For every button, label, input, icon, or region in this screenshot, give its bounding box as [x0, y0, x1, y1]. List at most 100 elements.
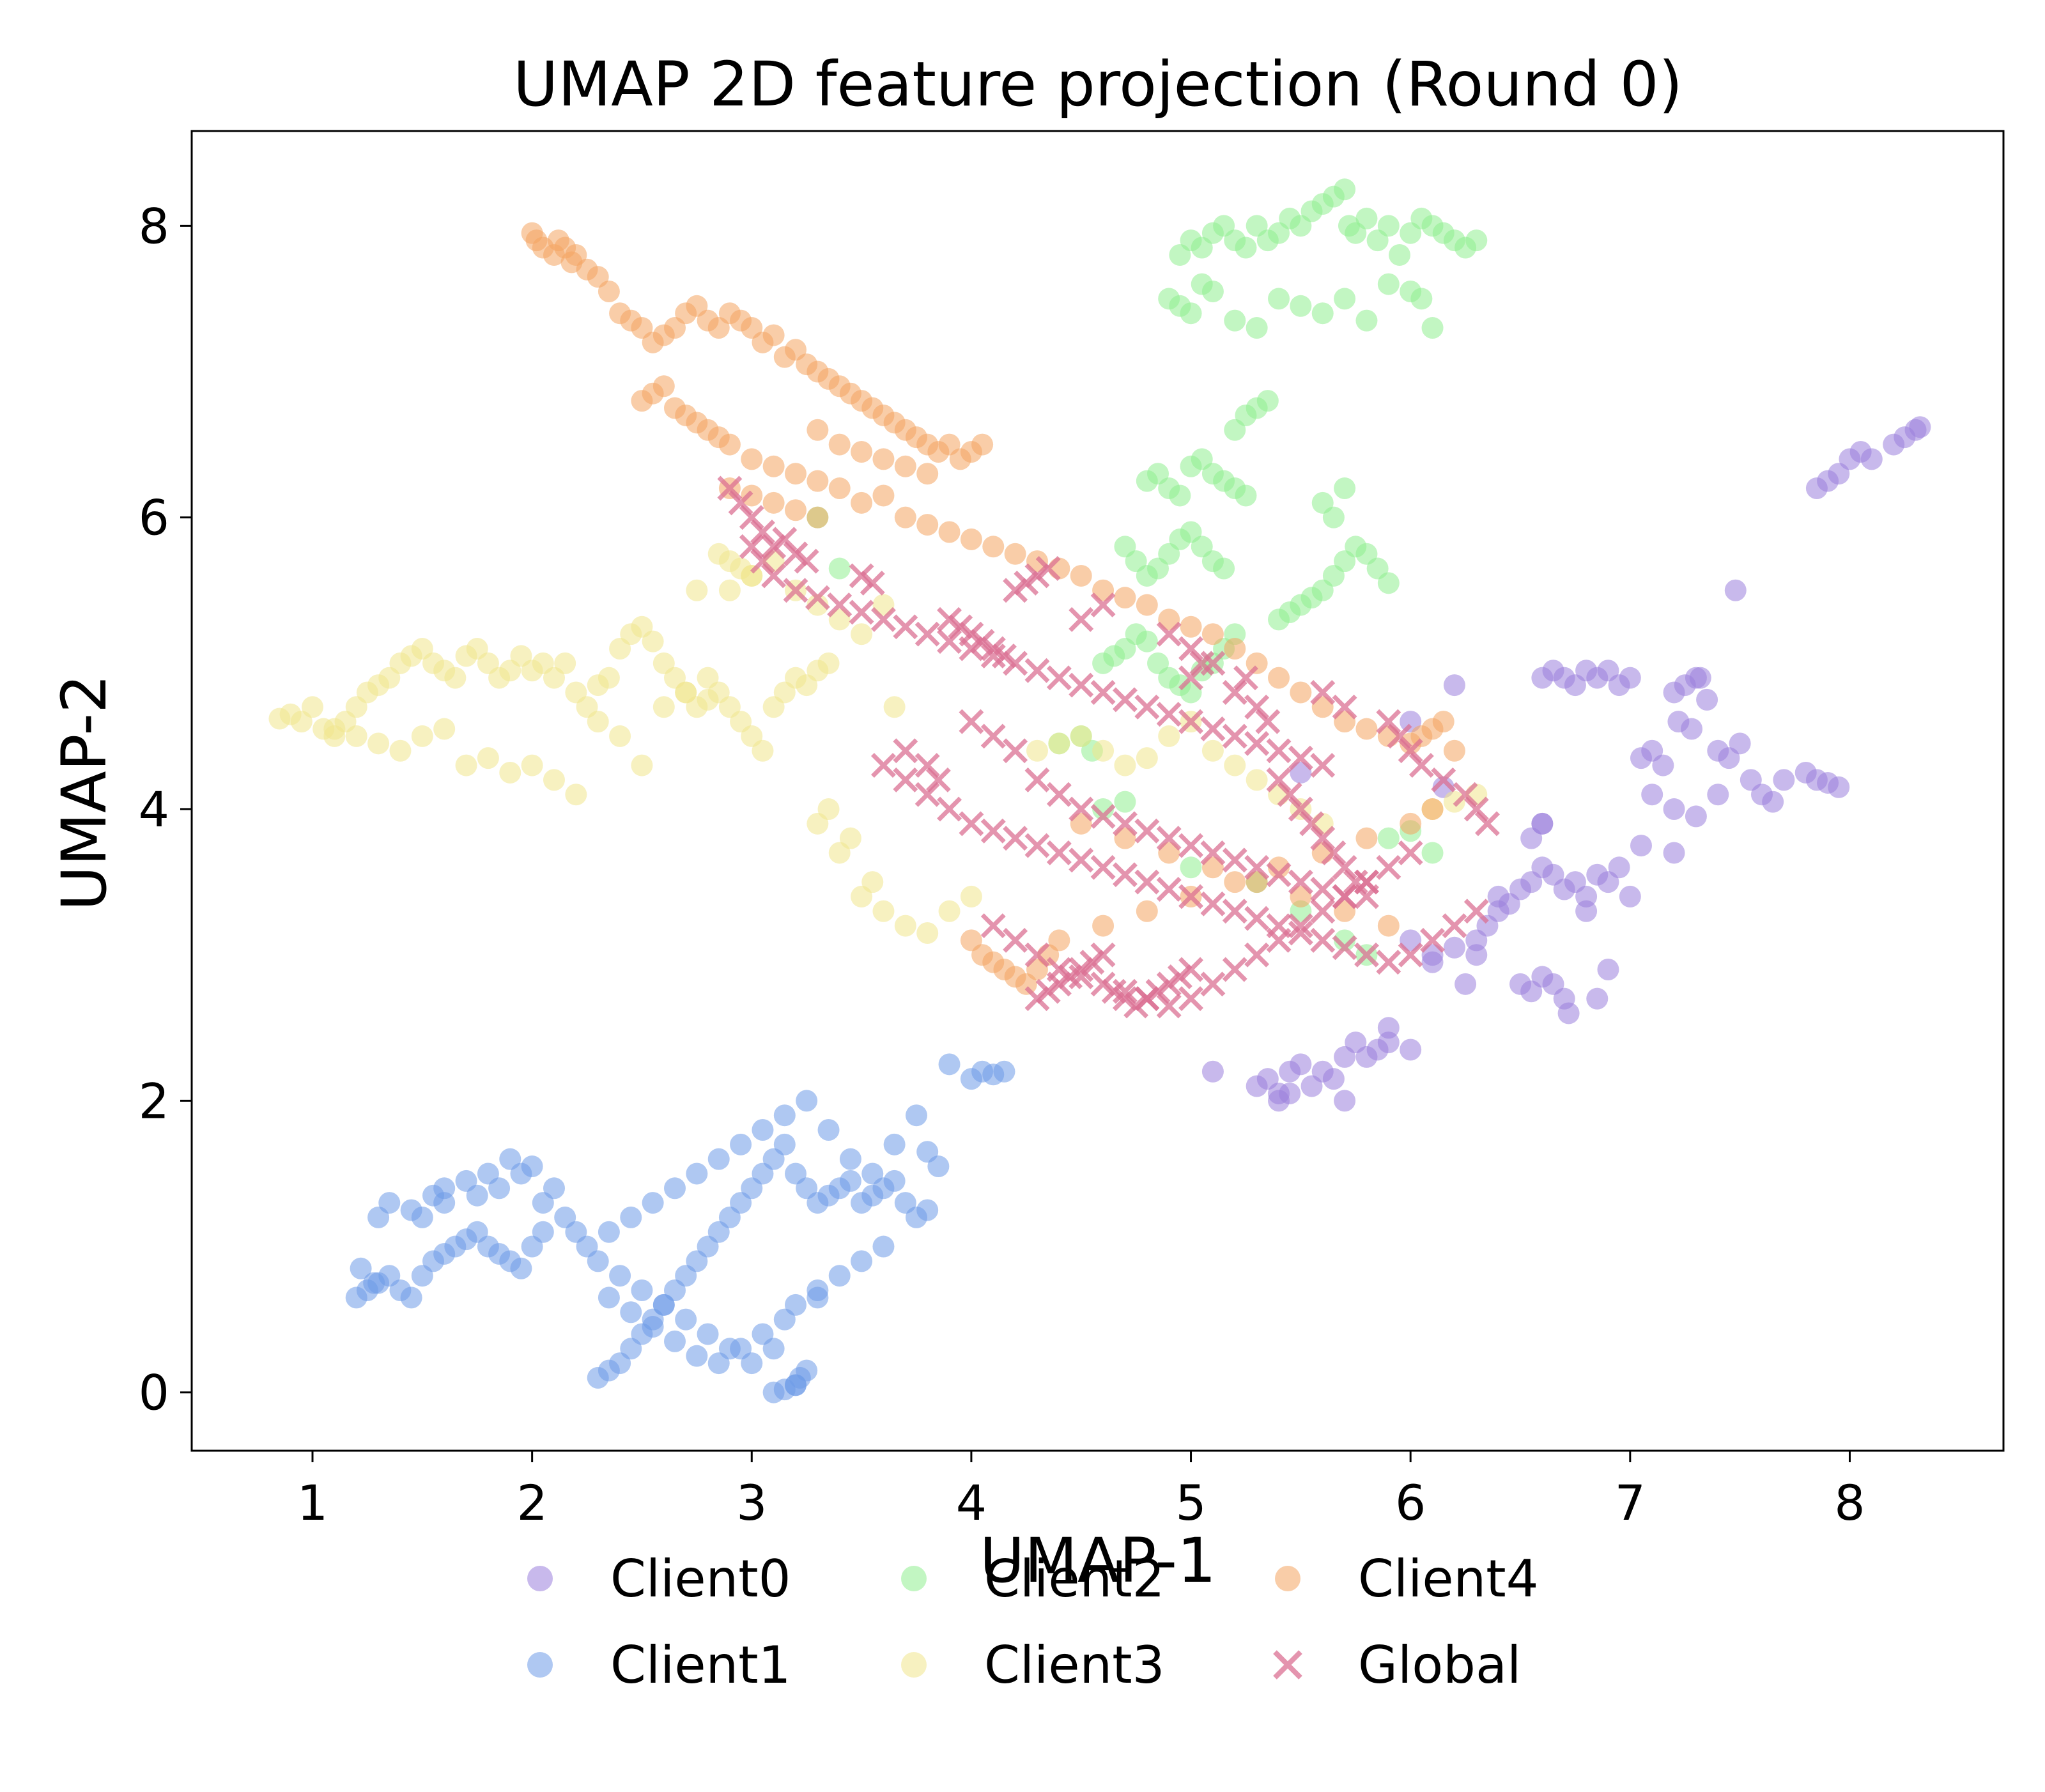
point-global-123 — [1321, 840, 1347, 865]
axes-frame — [190, 130, 2005, 1452]
point-client0-28 — [1630, 747, 1652, 769]
point-global-118 — [1266, 767, 1292, 792]
point-global-130 — [969, 629, 995, 654]
axes: 1 2 3 4 5 6 7 8 0 2 4 6 8 — [139, 130, 2005, 1531]
point-global-36 — [870, 753, 896, 778]
point-client2-34 — [1224, 309, 1246, 332]
point-global-7 — [794, 548, 819, 574]
point-global-124 — [1332, 854, 1357, 880]
point-client3-84 — [960, 885, 982, 908]
point-global-89 — [1069, 964, 1094, 989]
point-global-98 — [1266, 927, 1292, 953]
point-client2-91 — [1334, 477, 1356, 500]
point-client1-34 — [477, 1162, 499, 1185]
point-global-25 — [1090, 680, 1116, 705]
point-client2-88 — [1377, 572, 1400, 594]
point-client3-58 — [477, 747, 499, 769]
point-client4-123 — [1355, 827, 1378, 849]
point-client1-110 — [773, 1308, 796, 1331]
point-client1-89 — [707, 1148, 730, 1170]
point-client1-113 — [707, 1352, 730, 1375]
point-global-3 — [750, 520, 775, 545]
point-global-76 — [1222, 847, 1247, 873]
point-client4-81 — [1334, 711, 1356, 733]
point-client3-62 — [565, 784, 587, 806]
point-client2-6 — [1235, 236, 1257, 259]
point-global-135 — [925, 767, 951, 792]
series-Client1 — [345, 1053, 1015, 1403]
point-client1-114 — [686, 1345, 708, 1367]
legend-item-client1: Client1 — [527, 1635, 791, 1695]
point-client2-110 — [828, 557, 851, 580]
point-global-42 — [1003, 826, 1028, 851]
point-client4-89 — [806, 419, 829, 441]
point-global-147 — [1408, 753, 1434, 778]
point-client1-85 — [620, 1206, 642, 1228]
point-client0-9 — [1909, 416, 1931, 438]
point-client0-83 — [1322, 1068, 1345, 1090]
point-global-159 — [860, 570, 885, 596]
point-client0-25 — [1681, 718, 1703, 740]
point-client4-78 — [1268, 667, 1290, 689]
point-client4-96 — [741, 484, 763, 507]
point-client3-59 — [499, 761, 521, 784]
point-client0-36 — [1773, 769, 1795, 791]
point-client3-82 — [916, 922, 939, 944]
point-global-112 — [1123, 993, 1149, 1019]
point-client1-98 — [906, 1104, 927, 1127]
legend-label-client2: Client2 — [984, 1549, 1165, 1609]
point-global-96 — [1222, 957, 1247, 982]
point-client1-112 — [730, 1338, 752, 1360]
point-client1-88 — [686, 1162, 708, 1185]
legend-item-client0: Client0 — [527, 1549, 791, 1609]
point-client2-90 — [1322, 506, 1345, 529]
point-client4-94 — [916, 463, 939, 485]
point-client0-19 — [1619, 667, 1641, 689]
point-global-93 — [1156, 993, 1182, 1019]
point-global-45 — [1069, 847, 1094, 873]
point-global-58 — [1354, 942, 1379, 968]
point-client0-102 — [1641, 784, 1663, 806]
point-client4-55 — [762, 455, 785, 477]
point-client4-10 — [598, 280, 620, 302]
point-client4-116 — [1048, 929, 1070, 952]
point-client0-42 — [1685, 805, 1707, 828]
point-client3-74 — [828, 608, 851, 631]
point-global-27 — [1134, 694, 1160, 720]
point-global-75 — [1200, 840, 1226, 865]
point-client4-69 — [1070, 564, 1092, 587]
point-client4-106 — [1334, 900, 1356, 922]
point-client4-66 — [1004, 543, 1026, 565]
point-global-128 — [948, 614, 973, 640]
x-tick-label-7: 7 — [1615, 1474, 1646, 1531]
point-client3-102 — [1201, 739, 1224, 762]
point-client0-68 — [1586, 987, 1609, 1010]
legend-item-client4: Client4 — [1275, 1549, 1539, 1609]
point-global-0 — [717, 475, 743, 501]
point-global-49 — [1156, 877, 1182, 902]
point-global-22 — [1024, 658, 1050, 683]
point-global-120 — [1288, 796, 1313, 822]
point-global-35 — [1310, 753, 1336, 778]
point-client3-26 — [554, 652, 576, 674]
point-global-17 — [914, 621, 940, 647]
point-client2-35 — [1246, 317, 1268, 339]
point-global-99 — [1288, 913, 1313, 939]
point-global-31 — [1222, 723, 1247, 749]
point-client0-103 — [1663, 842, 1685, 864]
point-global-61 — [1420, 927, 1446, 953]
point-global-145 — [1387, 723, 1412, 749]
point-client3-99 — [1136, 747, 1158, 769]
point-global-65 — [980, 723, 1006, 749]
point-client3-50 — [817, 652, 840, 674]
point-client2-36 — [1268, 288, 1290, 310]
point-global-87 — [1024, 942, 1050, 968]
point-global-80 — [1310, 877, 1336, 902]
point-global-155 — [1200, 651, 1226, 676]
point-client1-99 — [938, 1053, 961, 1076]
legend-label-global: Global — [1358, 1635, 1521, 1695]
point-client4-80 — [1311, 696, 1334, 718]
point-client3-54 — [389, 739, 412, 762]
